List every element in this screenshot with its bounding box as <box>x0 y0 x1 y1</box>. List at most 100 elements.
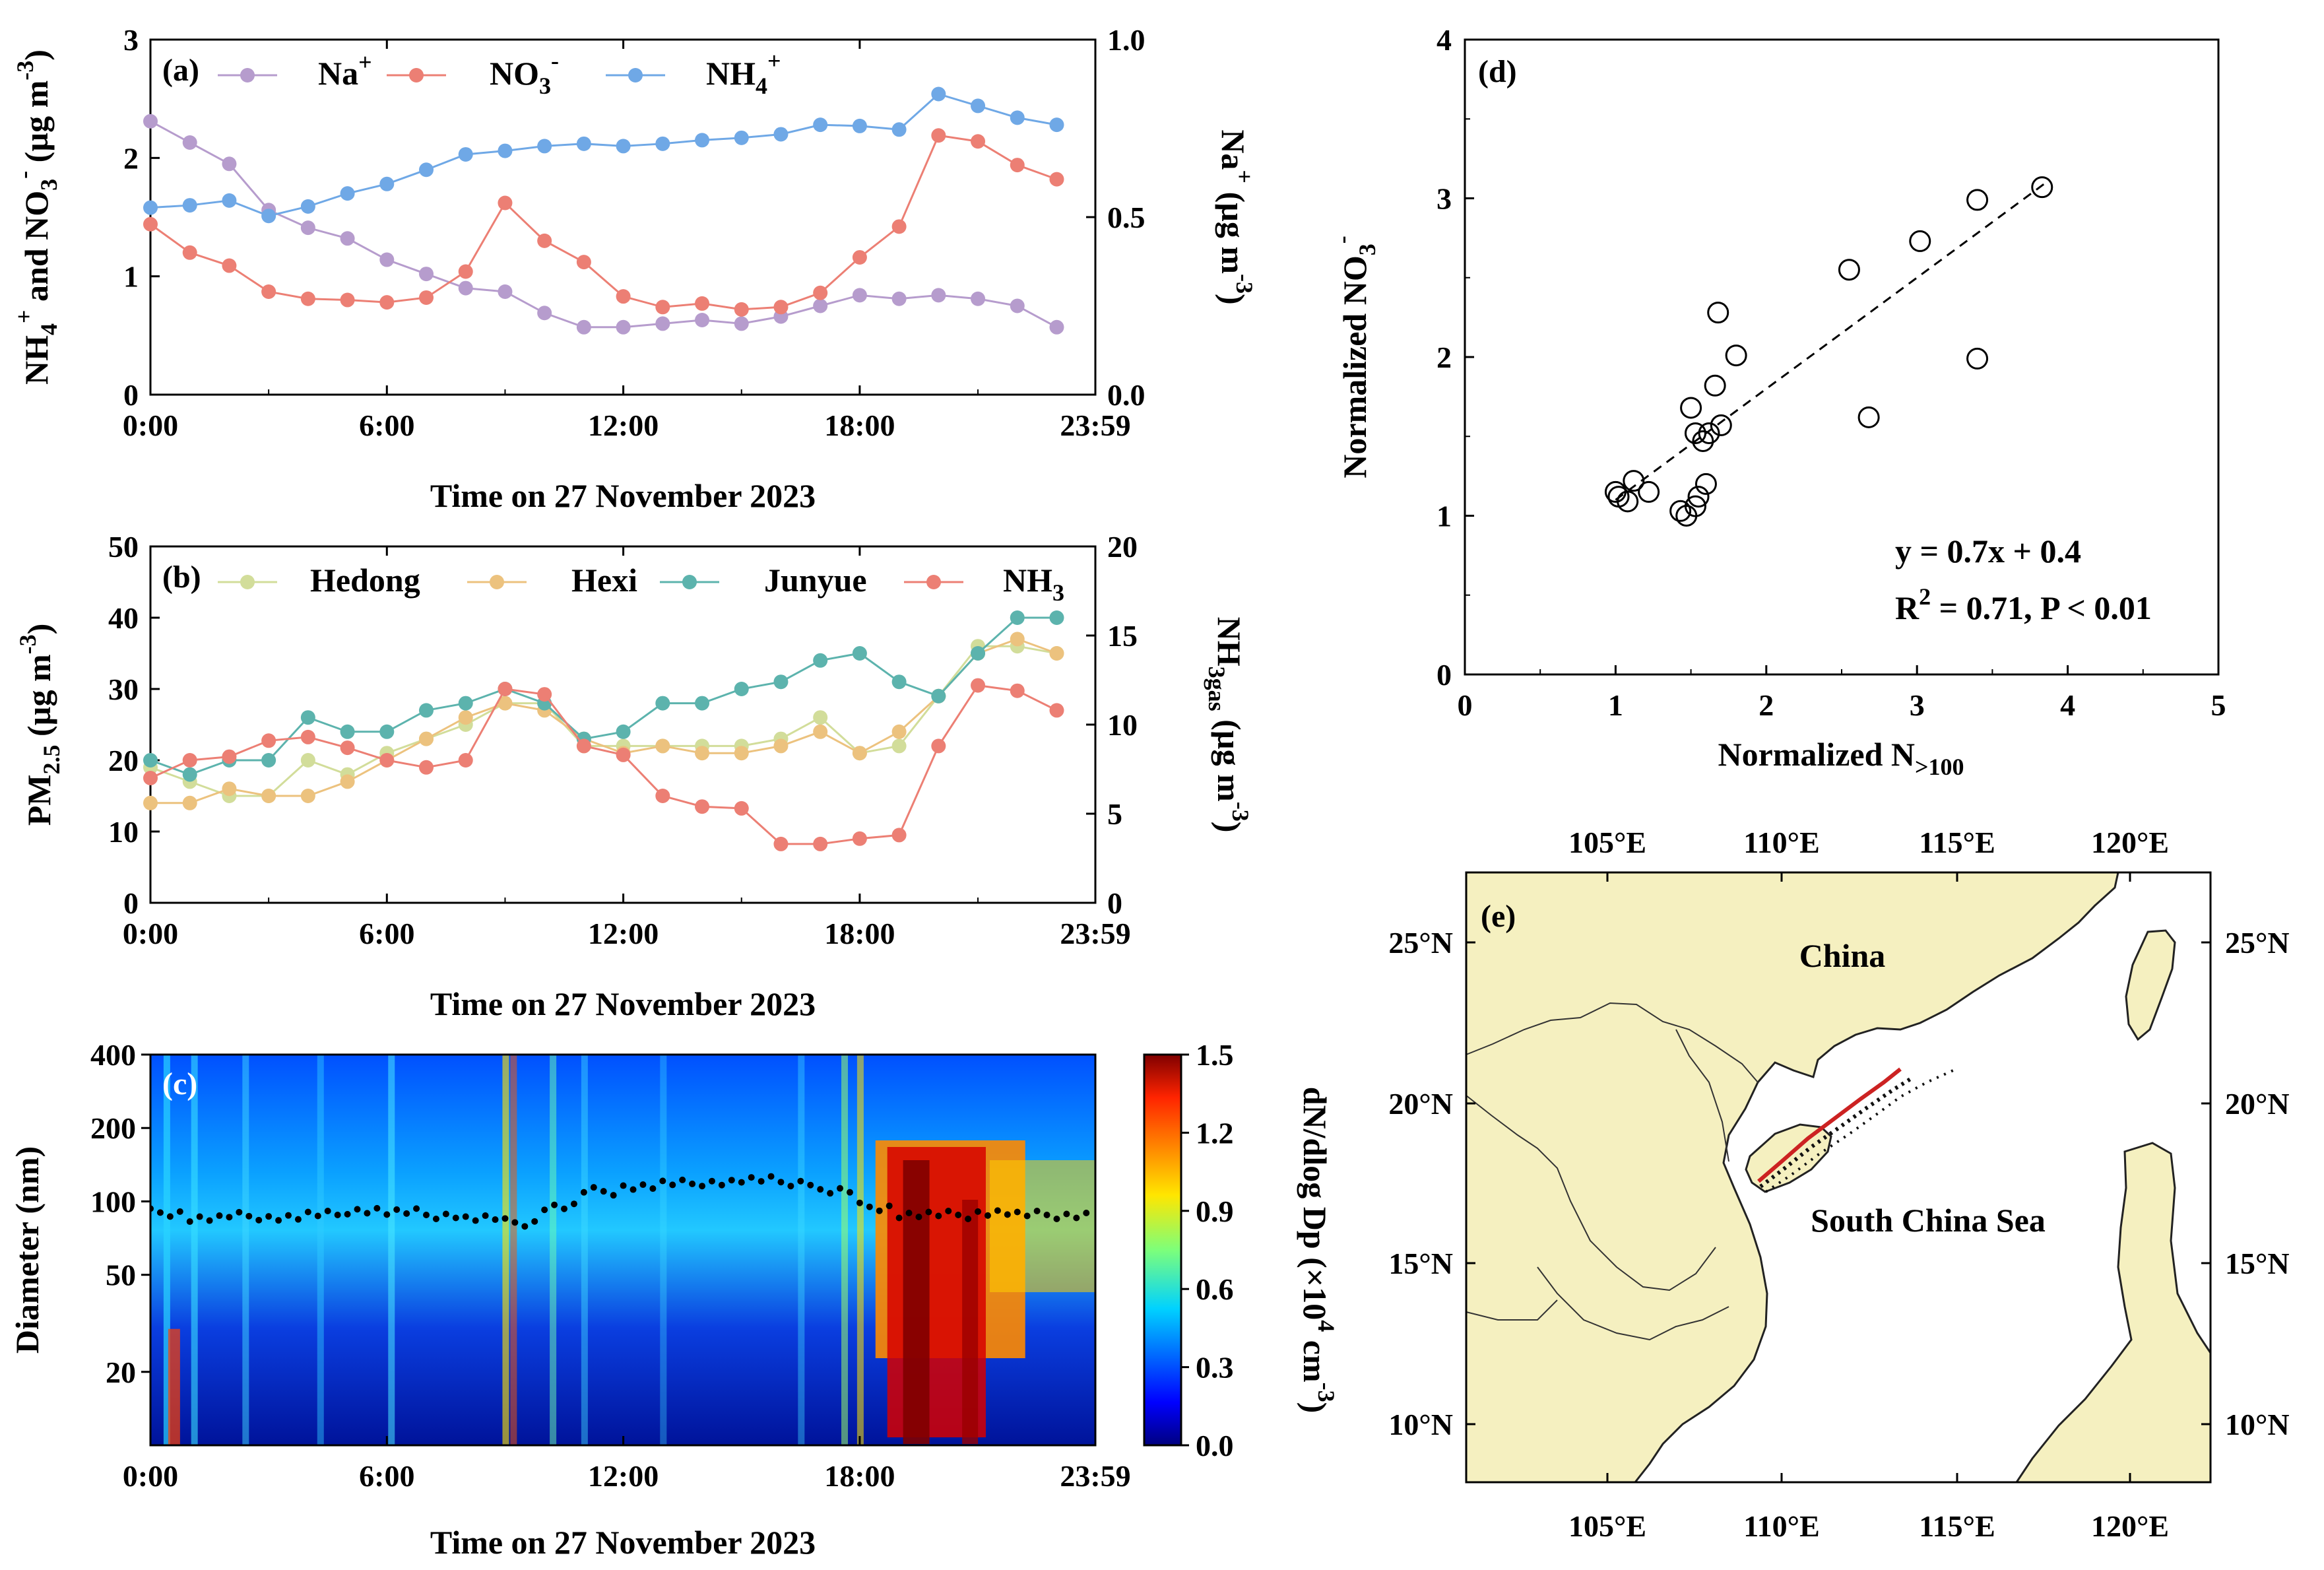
mode-dot <box>265 1213 273 1220</box>
mode-dot <box>827 1190 834 1197</box>
data-point-Hedong <box>891 738 907 754</box>
data-point-Hexi <box>773 738 789 754</box>
lat-label-right: 15°N <box>2225 1247 2290 1280</box>
data-point-NO3- <box>300 291 315 306</box>
panel-c-x-ticks: 0:00 6:00 12:00 18:00 23:59 <box>123 1436 1131 1493</box>
mode-dot <box>334 1211 341 1218</box>
legend-label: Hexi <box>571 562 637 599</box>
data-point-NH4+ <box>852 118 867 133</box>
mode-dot <box>846 1189 853 1196</box>
data-point-Junyue <box>419 703 434 718</box>
mode-dot <box>886 1202 893 1210</box>
panel-a-right-ylabel: Na+ (µg m-3) <box>1215 129 1258 304</box>
y-tick-label: 200 <box>90 1111 136 1145</box>
x-tick-label: 0:00 <box>123 1459 178 1493</box>
data-point-NH3 <box>852 831 867 846</box>
mode-dot <box>236 1208 243 1216</box>
data-point-Junyue <box>143 753 158 768</box>
y2-tick-label: 20 <box>1107 530 1138 564</box>
mode-dot <box>423 1211 430 1218</box>
mode-dot <box>501 1215 509 1222</box>
scatter-point <box>1909 230 1931 252</box>
heatmap-burst-peak <box>903 1160 930 1444</box>
data-point-NH3 <box>734 801 749 816</box>
mode-dot <box>304 1208 311 1216</box>
y2-tick-label: 5 <box>1107 797 1122 831</box>
mode-dot <box>294 1216 302 1223</box>
data-point-NO3- <box>813 285 828 300</box>
fit-stats: R2 = 0.71, P < 0.01 <box>1895 583 2152 626</box>
data-point-NO3- <box>971 134 986 149</box>
mode-dot <box>1083 1209 1090 1216</box>
x-tick-label: 23:59 <box>1060 1459 1130 1493</box>
data-point-Na+ <box>1049 319 1064 335</box>
mode-dot <box>1033 1207 1041 1214</box>
scatter-point <box>1707 302 1729 324</box>
mode-dot <box>226 1214 233 1221</box>
x-tick-label: 4 <box>2060 688 2075 722</box>
panel-c: 0:00 6:00 12:00 18:00 23:59 20 50 100 200 400 (c… <box>9 1038 1340 1561</box>
data-point-Hexi <box>222 781 237 797</box>
data-point-NO3- <box>616 289 631 304</box>
colorbar-ticks: 0.0 0.3 0.6 0.9 1.2 1.5 <box>1181 1038 1234 1462</box>
colorbar-tick-label: 0.3 <box>1196 1351 1234 1385</box>
data-point-NH3 <box>182 753 197 768</box>
lon-label-top: 110°E <box>1743 826 1820 859</box>
x-tick-label: 0:00 <box>123 917 178 950</box>
scatter-point <box>1617 490 1639 513</box>
scatter-point <box>1698 422 1720 444</box>
heatmap-streak <box>242 1055 249 1445</box>
data-point-NO3- <box>773 300 789 315</box>
x-tick-label: 23:59 <box>1060 409 1130 442</box>
mode-dot <box>216 1212 223 1220</box>
mode-dot <box>462 1213 469 1220</box>
y2-tick-label: 0.5 <box>1107 201 1146 234</box>
x-tick-label: 23:59 <box>1060 917 1130 950</box>
data-point-Na+ <box>222 156 237 172</box>
mode-dot <box>935 1212 942 1220</box>
data-point-NH3 <box>498 682 513 696</box>
data-point-Junyue <box>734 682 749 696</box>
y-tick-label: 4 <box>1436 23 1452 57</box>
mode-dot <box>364 1210 371 1217</box>
mode-dot <box>206 1217 213 1224</box>
lon-label-top: 105°E <box>1568 826 1646 859</box>
data-point-NO3- <box>537 233 552 248</box>
mode-dot <box>373 1204 381 1212</box>
mode-dot <box>492 1216 499 1224</box>
lat-label-left: 15°N <box>1388 1247 1453 1280</box>
data-point-Na+ <box>419 267 434 282</box>
scatter-point <box>1692 430 1714 452</box>
data-point-NH4+ <box>498 143 513 158</box>
legend-swatch-marker <box>682 575 697 589</box>
y-tick-label: 100 <box>90 1185 136 1218</box>
data-point-Hexi <box>1010 632 1025 647</box>
legend-swatch-marker <box>628 68 643 82</box>
data-point-Na+ <box>852 288 867 303</box>
data-point-Na+ <box>379 252 395 267</box>
heatmap-streak <box>660 1055 667 1445</box>
heatmap-streak <box>502 1055 509 1445</box>
panel-d-label: (d) <box>1478 54 1517 89</box>
panel-a-frame <box>149 38 1097 396</box>
panel-d-frame <box>1464 38 2220 676</box>
data-point-Hexi <box>655 738 670 754</box>
data-point-Hexi <box>458 710 473 725</box>
panel-c-label: (c) <box>162 1066 197 1101</box>
scatter-point <box>1966 189 1989 211</box>
mode-dot <box>975 1208 982 1215</box>
heatmap-streak <box>798 1055 805 1445</box>
mode-dot <box>777 1179 785 1186</box>
data-point-NH3 <box>458 753 473 768</box>
y-tick-label: 2 <box>1436 341 1452 374</box>
mode-dot <box>1004 1211 1011 1218</box>
y2-tick-label: 0.0 <box>1107 378 1146 412</box>
x-tick-label: 0 <box>1458 688 1473 722</box>
data-point-NO3- <box>143 216 158 232</box>
legend-swatch-marker <box>926 575 941 589</box>
scatter-point <box>1710 414 1732 436</box>
data-point-NH3 <box>813 836 828 851</box>
mode-dot <box>925 1208 932 1216</box>
mode-dot <box>1043 1211 1050 1218</box>
mode-dot <box>580 1189 587 1196</box>
